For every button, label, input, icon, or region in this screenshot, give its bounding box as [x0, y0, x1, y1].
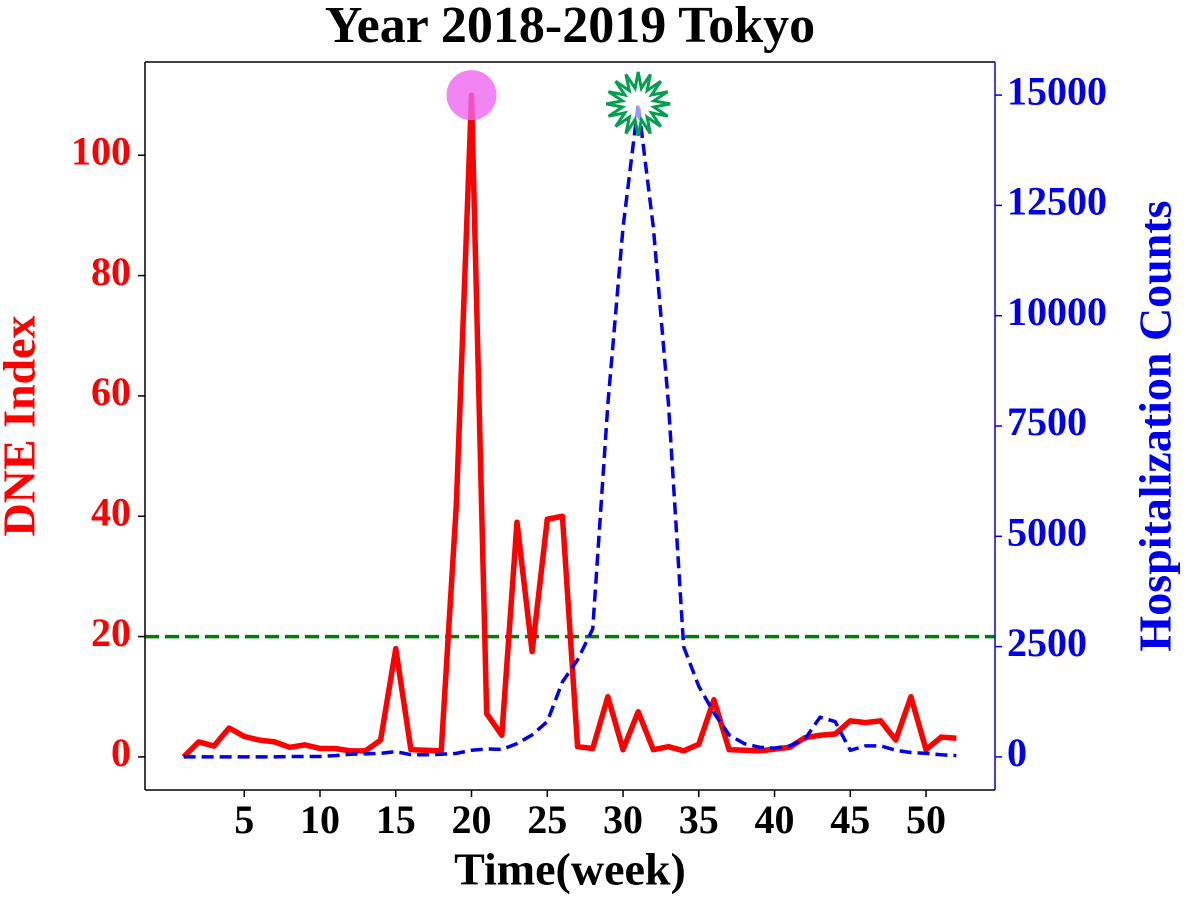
x-tick-label: 45 [830, 797, 870, 842]
x-tick-label: 50 [906, 797, 946, 842]
data-line [183, 102, 957, 759]
y2-tick-label: 10000 [1007, 289, 1107, 334]
y2-tick-label: 7500 [1007, 399, 1087, 444]
y-tick-label: 80 [91, 249, 131, 294]
y-tick-label: 40 [91, 489, 131, 534]
x-tick-label: 35 [679, 797, 719, 842]
x-tick-label: 20 [452, 797, 492, 842]
x-tick-label: 40 [755, 797, 795, 842]
y2-tick-label: 15000 [1007, 68, 1107, 113]
x-tick-label: 5 [234, 797, 254, 842]
y2-tick-label: 5000 [1007, 509, 1087, 554]
chart-title: Year 2018-2019 Tokyo [325, 0, 815, 54]
y-tick-label: 20 [91, 610, 131, 655]
highlight-marker [446, 70, 497, 121]
star-marker [605, 71, 671, 137]
y-tick-label: 0 [111, 730, 131, 775]
data-line [181, 92, 957, 759]
x-tick-label: 10 [300, 797, 340, 842]
y2-tick-label: 2500 [1007, 620, 1087, 665]
x-tick-label: 30 [603, 797, 643, 842]
y2-tick-label: 12500 [1007, 179, 1107, 224]
x-tick-label: 25 [527, 797, 567, 842]
x-tick-label: 15 [376, 797, 416, 842]
y-tick-label: 60 [91, 369, 131, 414]
y2-tick-label: 0 [1007, 730, 1027, 775]
y-axis-label: DNE Index [0, 315, 45, 536]
y2-axis-label: Hospitalization Counts [1130, 200, 1181, 651]
y-tick-label: 100 [71, 128, 131, 173]
x-axis-label: Time(week) [454, 844, 686, 895]
